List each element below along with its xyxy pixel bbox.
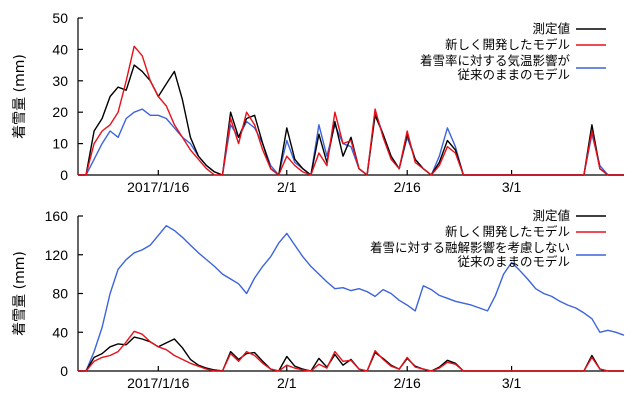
- x-tick-label: 2/1: [277, 179, 297, 195]
- series-line-2: [78, 330, 624, 372]
- legend-label-3: 着雪に対する融解影響を考慮しない: [370, 240, 570, 255]
- y-tick-label: 40: [52, 324, 68, 340]
- y-tick-label: 160: [45, 208, 69, 224]
- legend-label-3: 従来のままのモデル: [457, 67, 570, 82]
- x-tick-label: 2017/1/16: [127, 375, 189, 391]
- series-line-1: [78, 336, 624, 372]
- x-tick-label: 3/1: [502, 375, 522, 391]
- y-tick-label: 30: [52, 73, 68, 89]
- legend-label-3: 着雪率に対する気温影響が: [420, 53, 571, 68]
- y-tick-label: 0: [60, 363, 68, 379]
- chart-panel-2: 0 40 80 120 160 2017/1/16 2/1 2/16 3/1 着雪量 (mm) 測定…: [12, 208, 625, 391]
- y-tick-label: 50: [52, 10, 68, 26]
- legend-label-1: 測定値: [532, 21, 570, 36]
- series-line-2: [78, 45, 624, 176]
- legend-label-2: 新しく開発したモデル: [445, 37, 570, 52]
- x-tick-label: 3/1: [502, 179, 522, 195]
- legend-label-3: 従来のままのモデル: [457, 254, 570, 269]
- legend-label-1: 測定値: [532, 208, 570, 223]
- y-axis-label: 着雪量 (mm): [12, 54, 28, 139]
- y-tick-label: 120: [45, 247, 69, 263]
- series-line-3: [78, 225, 625, 372]
- legend-label-2: 新しく開発したモデル: [445, 224, 570, 239]
- y-tick-label: 20: [52, 104, 68, 120]
- x-tick-label: 2/16: [394, 179, 421, 195]
- y-axis-label: 着雪量 (mm): [12, 251, 28, 336]
- chart-panel-1: 0 10 20 30 40 50 2017/1/16 2/1 2/16 3/1 着雪量 (mm) 測定…: [12, 10, 624, 195]
- y-tick-label: 10: [52, 136, 68, 152]
- y-tick-label: 40: [52, 41, 68, 57]
- x-tick-label: 2/16: [394, 375, 421, 391]
- x-tick-label: 2/1: [277, 375, 297, 391]
- y-tick-label: 80: [52, 286, 68, 302]
- y-tick-label: 0: [60, 167, 68, 183]
- x-tick-label: 2017/1/16: [127, 179, 189, 195]
